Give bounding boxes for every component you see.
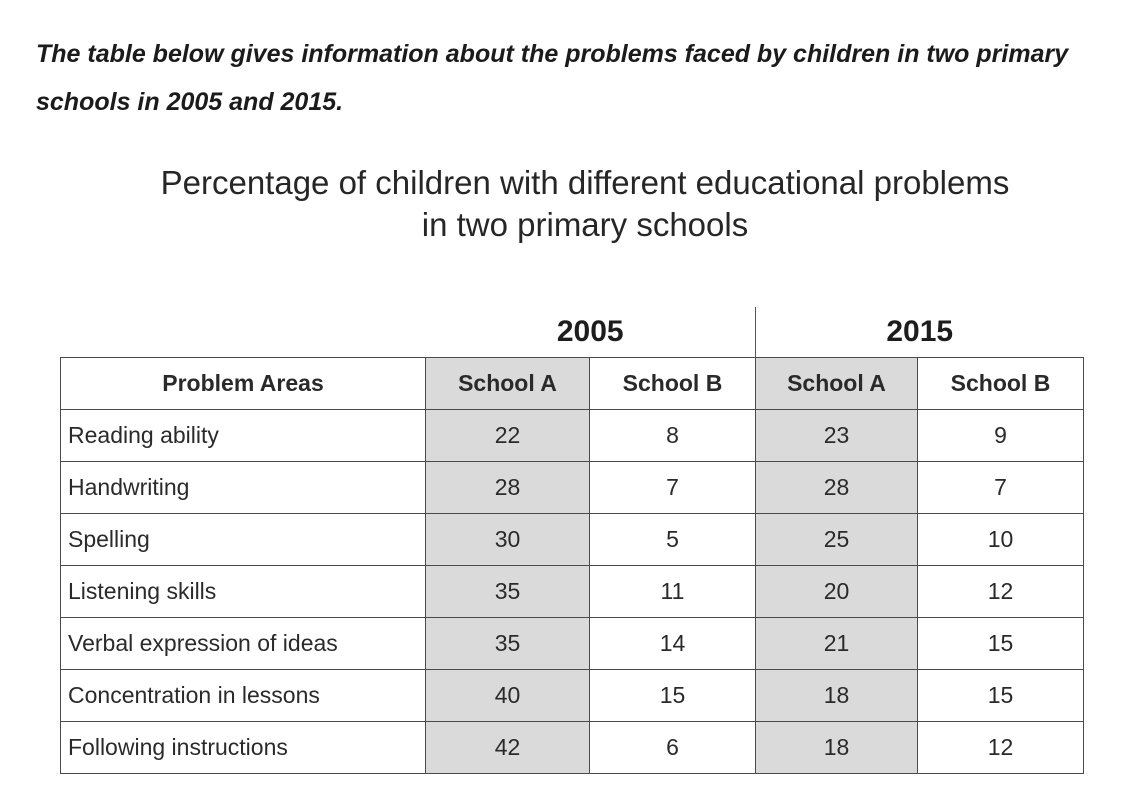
cell-2015-school-b: 15 [917, 669, 1084, 722]
year-header-row: 2005 2015 [61, 307, 1084, 358]
cell-2005-school-b: 5 [589, 513, 756, 566]
cell-2005-school-b: 14 [589, 617, 756, 670]
table-row: Verbal expression of ideas 35 14 21 15 [60, 617, 1084, 670]
cell-2015-school-b: 15 [917, 617, 1084, 670]
cell-2015-school-a: 21 [755, 617, 918, 670]
cell-2005-school-a: 30 [425, 513, 590, 566]
column-header-2005-school-b: School B [589, 357, 756, 410]
cell-2005-school-a: 28 [425, 461, 590, 514]
row-label: Verbal expression of ideas [60, 617, 426, 670]
cell-2005-school-a: 35 [425, 617, 590, 670]
row-label: Spelling [60, 513, 426, 566]
year-header-2015: 2015 [755, 307, 1084, 358]
cell-2015-school-a: 18 [755, 721, 918, 774]
chart-title-line-2: in two primary schools [421, 206, 749, 243]
row-label: Reading ability [60, 409, 426, 462]
cell-2015-school-b: 10 [917, 513, 1084, 566]
row-label: Handwriting [60, 461, 426, 514]
cell-2005-school-a: 35 [425, 565, 590, 618]
cell-2015-school-b: 12 [917, 565, 1084, 618]
row-label: Following instructions [60, 721, 426, 774]
cell-2005-school-a: 42 [425, 721, 590, 774]
cell-2015-school-b: 9 [917, 409, 1084, 462]
year-header-spacer [61, 307, 426, 358]
cell-2015-school-a: 28 [755, 461, 918, 514]
cell-2005-school-b: 8 [589, 409, 756, 462]
task-prompt: The table below gives information about … [36, 40, 1069, 116]
table-body: Reading ability 22 8 23 9 Handwriting 28 7 28 7 Sp… [60, 409, 1084, 774]
row-label: Concentration in lessons [60, 669, 426, 722]
column-header-row: Problem Areas School A School B School A… [60, 357, 1084, 410]
column-header-2015-school-a: School A [755, 357, 918, 410]
cell-2015-school-b: 12 [917, 721, 1084, 774]
table-row: Following instructions 42 6 18 12 [60, 721, 1084, 774]
table-row: Listening skills 35 11 20 12 [60, 565, 1084, 618]
data-table: 2005 2015 Problem Areas School A School … [60, 307, 1084, 774]
cell-2015-school-b: 7 [917, 461, 1084, 514]
column-header-problem-areas: Problem Areas [60, 357, 426, 410]
cell-2005-school-b: 7 [589, 461, 756, 514]
chart-title: Percentage of children with different ed… [60, 162, 1110, 246]
cell-2005-school-b: 6 [589, 721, 756, 774]
cell-2005-school-a: 40 [425, 669, 590, 722]
cell-2015-school-a: 18 [755, 669, 918, 722]
column-header-2005-school-a: School A [425, 357, 590, 410]
table-row: Reading ability 22 8 23 9 [60, 409, 1084, 462]
cell-2005-school-b: 11 [589, 565, 756, 618]
table-row: Spelling 30 5 25 10 [60, 513, 1084, 566]
chart-title-line-1: Percentage of children with different ed… [160, 164, 1010, 201]
year-header-2005: 2005 [556, 315, 624, 348]
cell-2015-school-a: 20 [755, 565, 918, 618]
cell-2015-school-a: 25 [755, 513, 918, 566]
column-header-2015-school-b: School B [917, 357, 1084, 410]
cell-2015-school-a: 23 [755, 409, 918, 462]
cell-2005-school-b: 15 [589, 669, 756, 722]
cell-2005-school-a: 22 [425, 409, 590, 462]
table-row: Concentration in lessons 40 15 18 15 [60, 669, 1084, 722]
table-row: Handwriting 28 7 28 7 [60, 461, 1084, 514]
data-table-container: 2005 2015 Problem Areas School A School … [60, 307, 1084, 774]
row-label: Listening skills [60, 565, 426, 618]
